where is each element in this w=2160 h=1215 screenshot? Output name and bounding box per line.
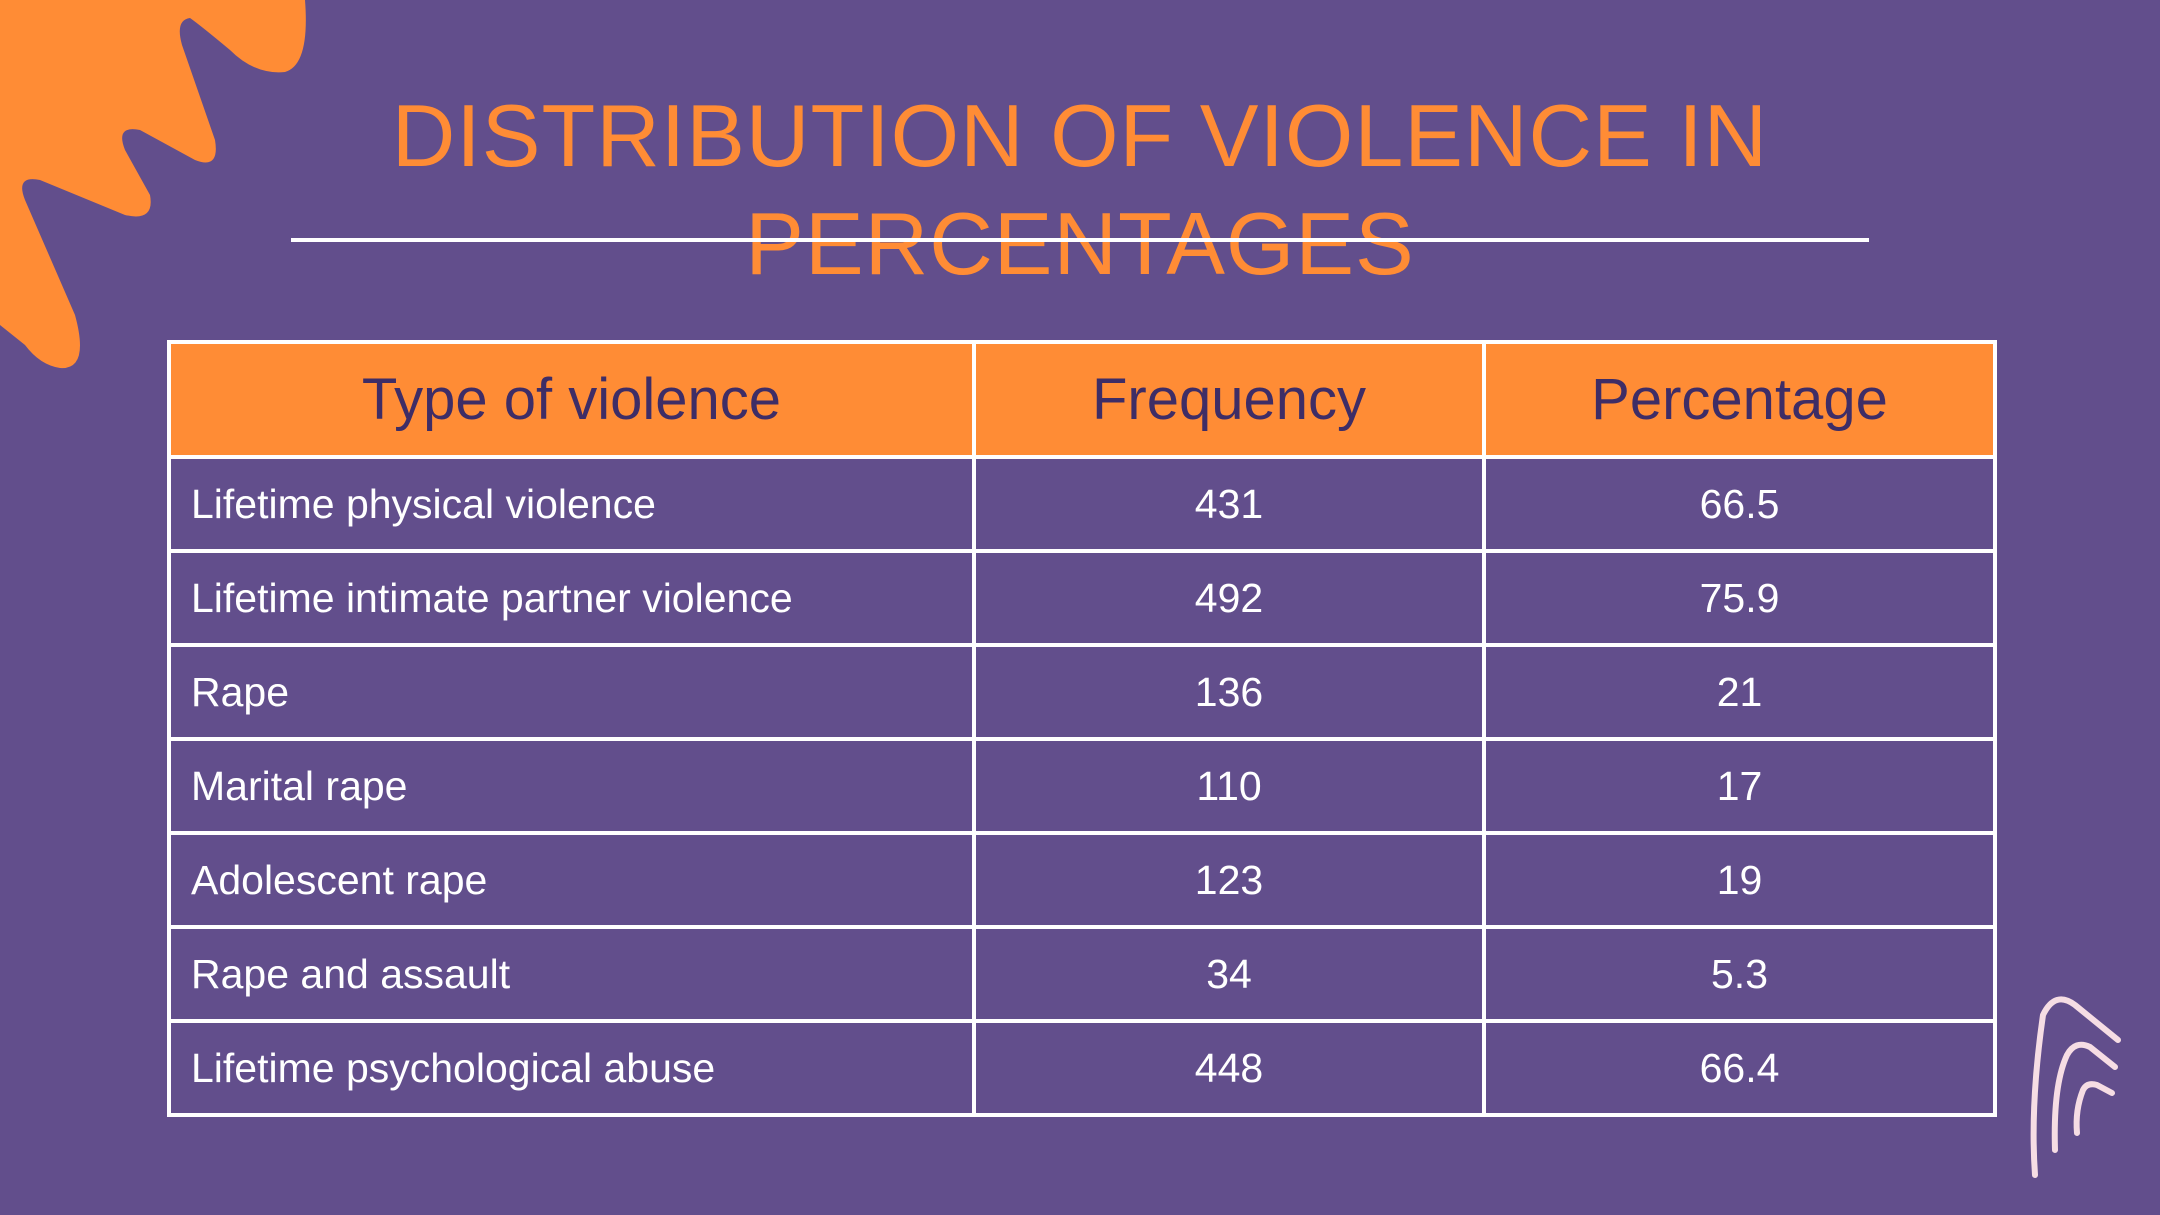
table-row: Adolescent rape 123 19 bbox=[167, 831, 1997, 929]
cell-type: Rape and assault bbox=[167, 925, 976, 1023]
cell-type: Lifetime psychological abuse bbox=[167, 1019, 976, 1117]
cell-frequency: 492 bbox=[972, 549, 1486, 647]
cell-type: Lifetime physical violence bbox=[167, 455, 976, 553]
column-header-frequency: Frequency bbox=[972, 340, 1486, 459]
cell-percentage: 19 bbox=[1482, 831, 1997, 929]
cell-percentage: 5.3 bbox=[1482, 925, 1997, 1023]
table-header-row: Type of violence Frequency Percentage bbox=[167, 340, 1997, 459]
column-header-type: Type of violence bbox=[167, 340, 976, 459]
cell-type: Marital rape bbox=[167, 737, 976, 835]
cell-frequency: 110 bbox=[972, 737, 1486, 835]
cell-percentage: 66.5 bbox=[1482, 455, 1997, 553]
table-row: Lifetime intimate partner violence 492 7… bbox=[167, 549, 1997, 647]
orange-splash-decoration bbox=[0, 0, 306, 369]
cell-percentage: 75.9 bbox=[1482, 549, 1997, 647]
page-title: DISTRIBUTION OF VIOLENCE IN PERCENTAGES bbox=[391, 86, 1769, 293]
cell-type: Lifetime intimate partner violence bbox=[167, 549, 976, 647]
cell-frequency: 448 bbox=[972, 1019, 1486, 1117]
table-row: Marital rape 110 17 bbox=[167, 737, 1997, 835]
cell-type: Rape bbox=[167, 643, 976, 741]
table-row: Rape 136 21 bbox=[167, 643, 1997, 741]
table-row: Rape and assault 34 5.3 bbox=[167, 925, 1997, 1023]
table-row: Lifetime physical violence 431 66.5 bbox=[167, 455, 1997, 553]
column-header-percentage: Percentage bbox=[1482, 340, 1997, 459]
violence-table: Type of violence Frequency Percentage Li… bbox=[167, 340, 1997, 1117]
cell-type: Adolescent rape bbox=[167, 831, 976, 929]
title-underline bbox=[291, 238, 1869, 242]
line-squiggle-decoration bbox=[2030, 996, 2121, 1178]
cell-frequency: 431 bbox=[972, 455, 1486, 553]
cell-frequency: 34 bbox=[972, 925, 1486, 1023]
cell-percentage: 66.4 bbox=[1482, 1019, 1997, 1117]
cell-percentage: 21 bbox=[1482, 643, 1997, 741]
cell-frequency: 123 bbox=[972, 831, 1486, 929]
table-row: Lifetime psychological abuse 448 66.4 bbox=[167, 1019, 1997, 1117]
cell-percentage: 17 bbox=[1482, 737, 1997, 835]
cell-frequency: 136 bbox=[972, 643, 1486, 741]
